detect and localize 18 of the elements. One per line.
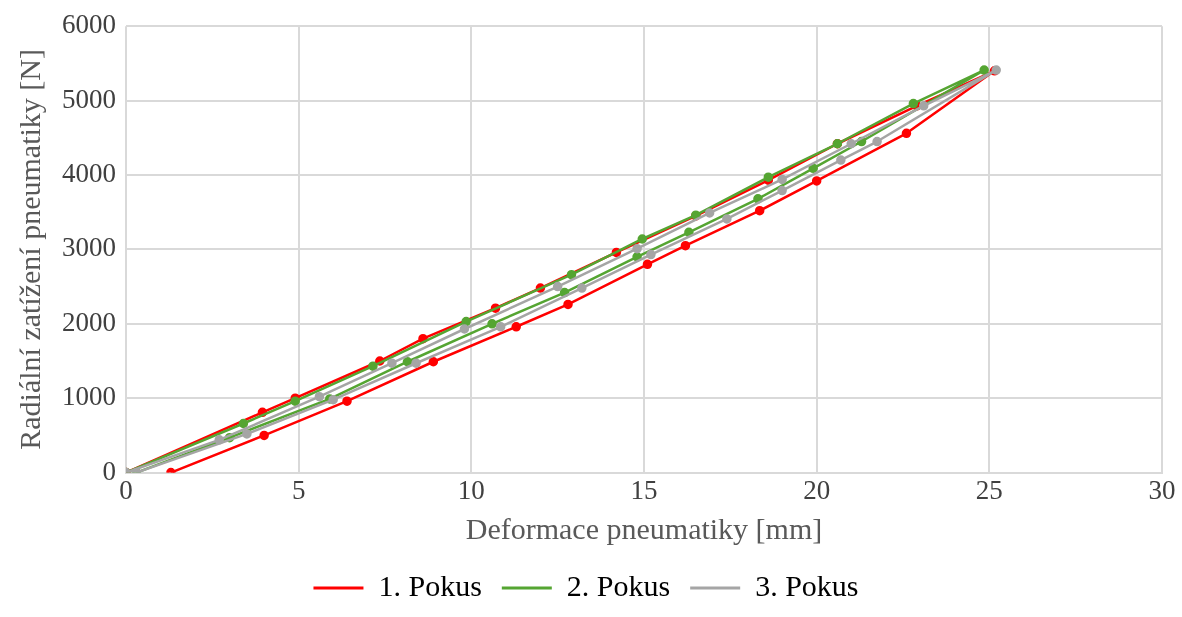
y-tick-label: 5000 xyxy=(62,83,116,114)
legend-label: 1. Pokus xyxy=(378,568,482,602)
x-tick-label: 5 xyxy=(291,474,306,505)
x-tick-label: 30 xyxy=(1148,474,1176,505)
y-tick-label: 1000 xyxy=(62,381,116,412)
x-axis-title: Deformace pneumatiky [mm] xyxy=(465,511,823,545)
y-tick-label: 0 xyxy=(102,455,116,486)
y-tick-label: 3000 xyxy=(62,232,116,263)
y-tick-label: 6000 xyxy=(62,9,116,40)
y-axis-title: Radiální zatížení pneumatiky [N] xyxy=(12,49,46,450)
y-tick-label: 2000 xyxy=(62,306,116,337)
x-tick-label: 25 xyxy=(975,474,1003,505)
x-tick-label: 10 xyxy=(457,474,485,505)
x-tick-label: 15 xyxy=(630,474,658,505)
x-tick-label: 20 xyxy=(803,474,831,505)
y-tick-label: 4000 xyxy=(62,158,116,189)
legend-label: 3. Pokus xyxy=(755,568,859,602)
legend-label: 2. Pokus xyxy=(566,568,671,602)
